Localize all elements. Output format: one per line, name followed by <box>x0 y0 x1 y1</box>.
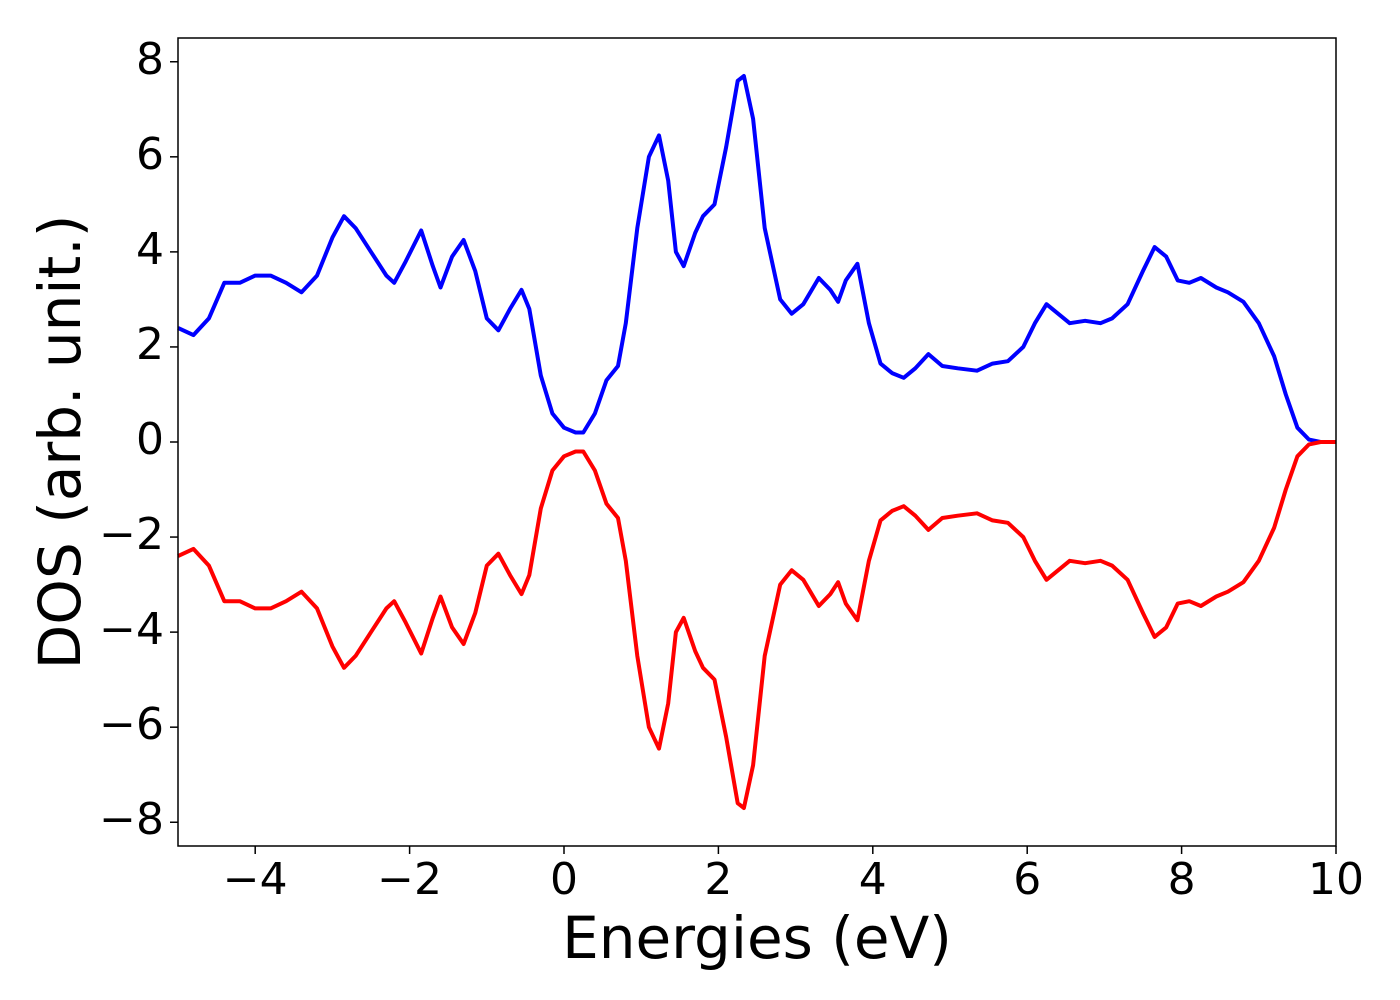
y-tick-label: 8 <box>136 34 164 85</box>
x-tick-label: 0 <box>550 854 578 905</box>
x-tick-label: −2 <box>377 854 442 905</box>
plot-frame <box>177 37 1337 847</box>
y-tick-label: 4 <box>136 224 164 275</box>
x-tick-label: 6 <box>1013 854 1041 905</box>
x-tick-label: 10 <box>1308 854 1364 905</box>
y-tick-label: −8 <box>99 794 164 845</box>
y-tick-label: −4 <box>99 604 164 655</box>
x-tick-label: 4 <box>859 854 887 905</box>
x-tick-label: 2 <box>704 854 732 905</box>
x-axis-label: Energies (eV) <box>562 904 952 972</box>
data-line <box>177 440 1336 810</box>
y-tick-label: −2 <box>99 509 164 560</box>
x-tick-label: 8 <box>1168 854 1196 905</box>
y-tick-label: 2 <box>136 319 164 370</box>
y-tick-label: 6 <box>136 129 164 180</box>
data-line <box>177 74 1336 444</box>
y-axis-label: DOS (arb. unit.) <box>26 215 94 670</box>
x-tick-label: −4 <box>223 854 288 905</box>
y-tick-label: 0 <box>136 414 164 465</box>
y-tick-label: −6 <box>99 699 164 750</box>
